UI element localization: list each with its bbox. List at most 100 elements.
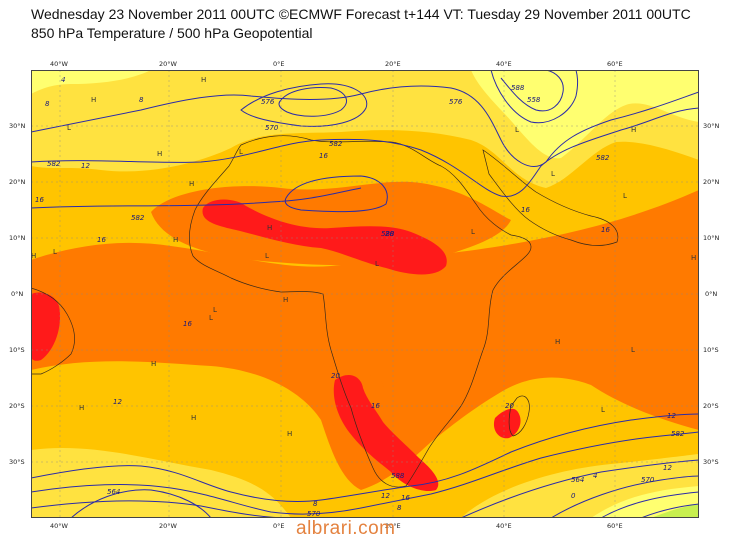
high-marker: H (267, 224, 272, 232)
lon-label-top: 40°E (496, 60, 512, 68)
temperature-label: 8 (139, 96, 144, 104)
low-marker: L (53, 248, 57, 256)
high-marker: H (157, 150, 162, 158)
low-marker: L (239, 148, 243, 156)
low-marker: L (623, 192, 627, 200)
isohypse-570-north (240, 83, 368, 127)
band-gt20-madagascar (493, 408, 521, 439)
isohypse-558-se (600, 491, 699, 518)
isohypse-588-south (31, 413, 699, 503)
temperature-label: 16 (521, 206, 530, 214)
isohypse-label: 570 (307, 510, 321, 518)
low-marker: L (265, 252, 269, 260)
low-marker: L (601, 406, 605, 414)
isohypse-label: 576 (449, 98, 463, 106)
temperature-label: 16 (35, 196, 44, 204)
isohypse-label: 576 (261, 98, 275, 106)
lat-label-right: 20°S (703, 402, 719, 410)
lat-label-right: 30°S (703, 458, 719, 466)
temperature-label: 12 (81, 162, 90, 170)
isohypse-576-south (31, 500, 292, 518)
isohypse-label: 564 (571, 476, 584, 484)
lon-label-bottom: 0°E (273, 522, 285, 530)
lon-label-top: 60°E (607, 60, 623, 68)
lon-label-top: 0°E (273, 60, 285, 68)
lon-label-top: 20°W (159, 60, 178, 68)
low-marker: L (375, 260, 379, 268)
isohypse-label: 582 (47, 160, 61, 168)
temperature-label: 4 (593, 472, 597, 480)
forecast-map: 582 582 582 576 588 582 588 576 570 564 … (31, 70, 699, 518)
isohypse-label: 582 (596, 154, 610, 162)
coastline-south-america (31, 287, 75, 375)
isohypse-564-se (550, 475, 699, 518)
isohypse-564-east (490, 70, 579, 124)
temperature-label: 12 (663, 464, 672, 472)
lon-label-top: 40°W (50, 60, 69, 68)
high-marker: H (79, 404, 84, 412)
lat-label-right: 0°N (705, 290, 717, 298)
lat-label-left: 30°N (9, 122, 26, 130)
field-subtitle: 850 hPa Temperature / 500 hPa Geopotenti… (31, 25, 313, 41)
temperature-label: 16 (183, 320, 192, 328)
isohypse-label: 582 (671, 430, 685, 438)
isohypse-label: 582 (131, 214, 145, 222)
low-marker: L (209, 314, 213, 322)
lat-label-left: 20°S (9, 402, 25, 410)
low-marker: L (471, 228, 475, 236)
low-marker: L (631, 346, 635, 354)
isohypse-582-north (31, 107, 699, 197)
isohypse-label: 558 (527, 96, 541, 104)
temperature-label: 0 (571, 492, 576, 500)
lon-label-bottom: 40°W (50, 522, 69, 530)
temperature-label: 20 (505, 402, 514, 410)
band-4-8-nw (31, 70, 151, 94)
forecast-title: Wednesday 23 November 2011 00UTC ©ECMWF … (31, 6, 691, 22)
isohypse-582-south (31, 431, 699, 515)
lat-label-left: 10°S (9, 346, 25, 354)
band-gt20-sahel (202, 199, 447, 275)
isohypse-582-tropics (31, 187, 362, 209)
lat-label-right: 30°N (703, 122, 720, 130)
isohypse-570-sw (460, 459, 699, 518)
isohypse-564-north (278, 87, 347, 117)
lon-label-top: 20°E (385, 60, 401, 68)
temperature-label: 16 (601, 226, 610, 234)
coastline-arabia (482, 149, 619, 246)
high-marker: H (173, 236, 178, 244)
coastline-madagascar (508, 395, 530, 437)
temperature-label: 12 (381, 492, 390, 500)
temperature-label: 8 (313, 500, 318, 508)
watermark: albrari.com (296, 518, 396, 539)
high-marker: H (691, 254, 696, 262)
high-marker: H (283, 296, 288, 304)
lat-label-right: 10°S (703, 346, 719, 354)
high-marker: H (91, 96, 96, 104)
isohypse-label: 582 (329, 140, 343, 148)
lon-label-bottom: 40°E (496, 522, 512, 530)
isohypse-label: 564 (107, 488, 120, 496)
isohypse-label: 588 (381, 230, 395, 238)
high-marker: H (631, 126, 636, 134)
band-gt20-atlantic (31, 292, 61, 361)
band-16-20-tropics (31, 190, 699, 490)
high-marker: H (31, 252, 36, 260)
temperature-label: 8 (45, 100, 50, 108)
lon-label-bottom: 20°W (159, 522, 178, 530)
temperature-label: 16 (97, 236, 106, 244)
high-marker: H (151, 360, 156, 368)
high-marker: H (287, 430, 292, 438)
temperature-label: 16 (371, 402, 380, 410)
map-frame (31, 70, 699, 518)
low-marker: L (551, 170, 555, 178)
coastline-africa (189, 135, 532, 488)
isohypse-label: 570 (265, 124, 279, 132)
low-marker: L (213, 306, 217, 314)
isohypse-576-north (31, 85, 699, 167)
temperature-label: 16 (319, 152, 328, 160)
high-marker: H (189, 180, 194, 188)
isohypse-label: 570 (641, 476, 655, 484)
band-lt4-se (651, 504, 699, 518)
isohypse-label: 588 (511, 84, 525, 92)
low-marker: L (67, 124, 71, 132)
